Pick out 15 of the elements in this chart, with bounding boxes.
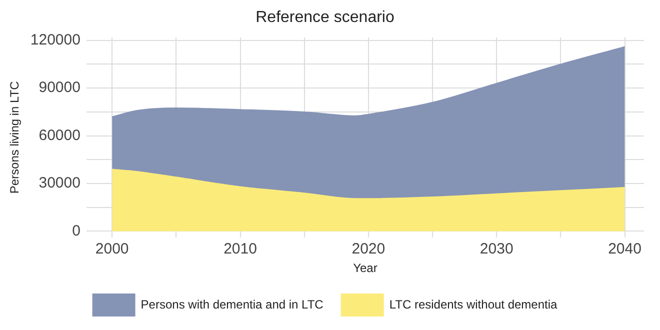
x-tick-label: 2040	[608, 240, 642, 258]
chart-title: Reference scenario	[256, 9, 394, 26]
x-tick-label: 2020	[352, 240, 386, 258]
legend-label: LTC residents without dementia	[389, 297, 558, 312]
y-tick-label: 60000	[38, 126, 80, 144]
x-tick-label: 2000	[95, 240, 129, 258]
y-axis-title: Persons living in LTC	[8, 80, 22, 194]
y-tick-label: 30000	[38, 174, 80, 192]
y-tick-label: 90000	[38, 79, 80, 96]
x-axis-title: Year	[353, 261, 378, 276]
x-tick-label: 2010	[224, 240, 257, 258]
y-tick-label: 0	[72, 222, 80, 240]
x-tick-label: 2030	[480, 240, 514, 258]
y-tick-label: 120000	[30, 32, 80, 49]
legend-label: Persons with dementia and in LTC	[140, 297, 324, 312]
